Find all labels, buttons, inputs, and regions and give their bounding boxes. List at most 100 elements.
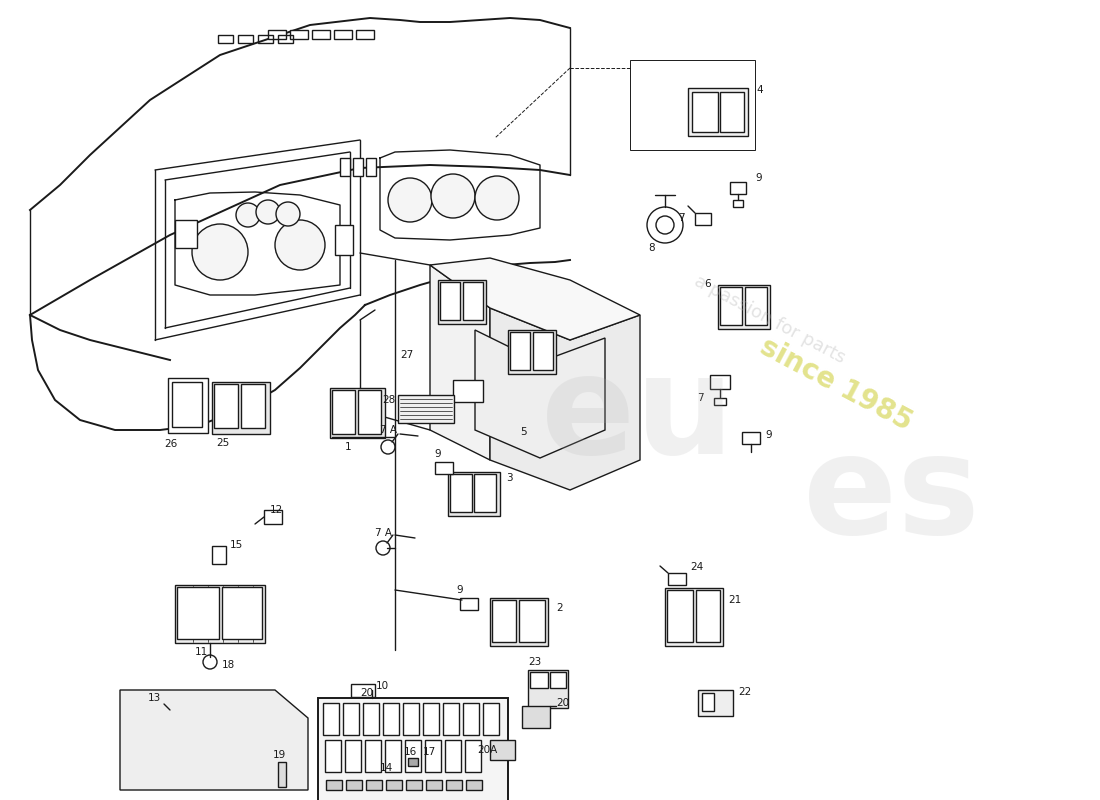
- Bar: [318, 698, 508, 800]
- Bar: [742, 432, 760, 444]
- Text: 8: 8: [648, 243, 654, 253]
- Text: 23: 23: [528, 657, 541, 667]
- Text: 9: 9: [456, 585, 463, 595]
- Text: 9: 9: [764, 430, 771, 440]
- Text: 28: 28: [382, 395, 395, 405]
- Circle shape: [275, 220, 324, 270]
- Bar: [426, 780, 442, 790]
- Bar: [490, 740, 515, 760]
- Text: 9: 9: [755, 173, 761, 183]
- Bar: [528, 670, 568, 708]
- Text: 20A: 20A: [477, 745, 497, 755]
- Bar: [264, 510, 282, 524]
- Text: 7 A: 7 A: [375, 528, 392, 538]
- Bar: [323, 703, 339, 735]
- Bar: [714, 398, 726, 405]
- Polygon shape: [120, 690, 308, 790]
- Bar: [666, 588, 723, 646]
- Circle shape: [431, 174, 475, 218]
- Bar: [440, 282, 460, 320]
- Bar: [212, 382, 270, 434]
- Bar: [353, 158, 363, 176]
- Bar: [438, 280, 486, 324]
- Bar: [241, 384, 265, 428]
- Bar: [465, 740, 481, 772]
- Bar: [698, 690, 733, 716]
- Bar: [463, 703, 478, 735]
- Bar: [443, 703, 459, 735]
- Bar: [175, 585, 265, 643]
- Bar: [175, 220, 197, 248]
- Bar: [702, 693, 714, 711]
- Bar: [363, 703, 379, 735]
- Circle shape: [148, 751, 167, 769]
- Text: since 1985: since 1985: [755, 332, 917, 436]
- Bar: [365, 740, 381, 772]
- Bar: [434, 462, 453, 474]
- Bar: [460, 598, 478, 610]
- Text: 10: 10: [376, 681, 389, 691]
- Text: 11: 11: [195, 647, 208, 657]
- Bar: [522, 706, 550, 728]
- Bar: [534, 332, 553, 370]
- Bar: [446, 780, 462, 790]
- Text: 21: 21: [728, 595, 741, 605]
- Bar: [212, 546, 226, 564]
- Text: 12: 12: [270, 505, 284, 515]
- Bar: [346, 780, 362, 790]
- Polygon shape: [490, 308, 640, 490]
- Bar: [730, 182, 746, 194]
- Polygon shape: [430, 265, 490, 460]
- Bar: [695, 213, 711, 225]
- Bar: [510, 332, 530, 370]
- Bar: [483, 703, 499, 735]
- Bar: [386, 780, 402, 790]
- Bar: [330, 388, 385, 438]
- Circle shape: [236, 203, 260, 227]
- Bar: [408, 758, 418, 766]
- Text: 20: 20: [556, 698, 569, 708]
- Text: 7 A: 7 A: [379, 425, 397, 435]
- Text: 4: 4: [756, 85, 762, 95]
- Bar: [326, 780, 342, 790]
- Bar: [398, 395, 454, 423]
- Circle shape: [388, 178, 432, 222]
- Bar: [718, 285, 770, 329]
- Bar: [222, 587, 262, 639]
- Bar: [630, 60, 755, 150]
- Bar: [168, 378, 208, 433]
- Text: 6: 6: [704, 279, 711, 289]
- Text: 7: 7: [678, 213, 684, 223]
- Bar: [366, 158, 376, 176]
- Bar: [688, 88, 748, 136]
- Bar: [278, 35, 293, 43]
- Bar: [268, 30, 286, 39]
- Bar: [358, 390, 381, 434]
- Bar: [214, 384, 238, 428]
- Bar: [177, 587, 219, 639]
- Text: 26: 26: [164, 439, 177, 449]
- Bar: [172, 382, 202, 427]
- Bar: [720, 92, 744, 132]
- Circle shape: [182, 697, 199, 715]
- Bar: [453, 380, 483, 402]
- Bar: [332, 390, 355, 434]
- Text: 16: 16: [404, 747, 417, 757]
- Circle shape: [192, 224, 248, 280]
- Circle shape: [144, 711, 162, 729]
- Bar: [345, 740, 361, 772]
- Polygon shape: [475, 330, 605, 458]
- Bar: [745, 287, 767, 325]
- Bar: [446, 740, 461, 772]
- Bar: [343, 703, 359, 735]
- Bar: [692, 92, 718, 132]
- Bar: [720, 287, 742, 325]
- Polygon shape: [430, 258, 640, 340]
- Text: 17: 17: [424, 747, 437, 757]
- Bar: [356, 30, 374, 39]
- Bar: [448, 472, 501, 516]
- Bar: [218, 35, 233, 43]
- Bar: [238, 35, 253, 43]
- Bar: [492, 600, 516, 642]
- Bar: [519, 600, 544, 642]
